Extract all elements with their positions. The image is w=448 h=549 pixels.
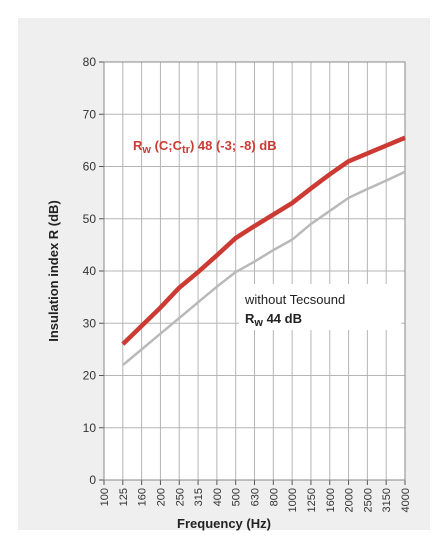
y-tick-label: 10: [83, 421, 97, 435]
y-tick-label: 40: [83, 264, 97, 278]
x-tick-label: 3150: [381, 488, 393, 512]
y-tick-label: 50: [83, 212, 97, 226]
y-tick-label: 70: [83, 107, 97, 121]
x-tick-label: 800: [268, 488, 280, 506]
x-tick-label: 160: [137, 488, 149, 506]
line-series: [122, 170, 406, 367]
x-tick-label: 125: [118, 488, 130, 506]
y-tick-label: 30: [83, 316, 97, 330]
annotation-part: ) 48 (-3; -8) dB: [190, 138, 277, 153]
x-tick-label: 2000: [344, 488, 356, 512]
annotation: Rw (C;Ctr) 48 (-3; -8) dB: [133, 138, 277, 156]
y-tick-label: 60: [83, 160, 97, 174]
annotation-part: R: [133, 138, 143, 153]
annotation-text: Rw (C;Ctr) 48 (-3; -8) dB: [133, 138, 277, 156]
x-tick-label: 1600: [325, 488, 337, 512]
annotation-part: w: [253, 317, 263, 329]
annotation-part: w: [141, 144, 151, 156]
annotation-box: [239, 284, 401, 330]
line-series: [121, 135, 406, 346]
x-tick-label: 400: [212, 488, 224, 506]
x-tick-label: 4000: [400, 488, 412, 512]
x-tick-label: 200: [155, 488, 167, 506]
x-tick-label: 1000: [287, 488, 299, 512]
x-tick-label: 315: [193, 488, 205, 506]
x-axis-label: Frequency (Hz): [177, 516, 271, 531]
x-tick-label: 500: [231, 488, 243, 506]
x-tick-label: 630: [250, 488, 262, 506]
x-tick-label: 1250: [306, 488, 318, 512]
annotation-part: without Tecsound: [244, 292, 345, 307]
y-tick-label: 0: [89, 473, 96, 487]
x-tick-label: 250: [174, 488, 186, 506]
annotation-part: tr: [182, 144, 191, 156]
annotation-part: 44 dB: [263, 311, 302, 326]
y-tick-label: 20: [83, 369, 97, 383]
annotation-text: without Tecsound: [244, 292, 345, 307]
annotation-part: (C;C: [151, 138, 183, 153]
annotation-part: R: [245, 311, 255, 326]
x-tick-label: 100: [99, 488, 111, 506]
annotation-text: Rw 44 dB: [245, 311, 302, 329]
plot-frame: [103, 61, 406, 481]
annotation: without Tecsound Rw 44 dB: [239, 284, 401, 330]
x-tick-label: 2500: [362, 488, 374, 512]
y-tick-label: 80: [83, 55, 97, 69]
y-axis-label: Insulation index R (dB): [46, 200, 61, 342]
